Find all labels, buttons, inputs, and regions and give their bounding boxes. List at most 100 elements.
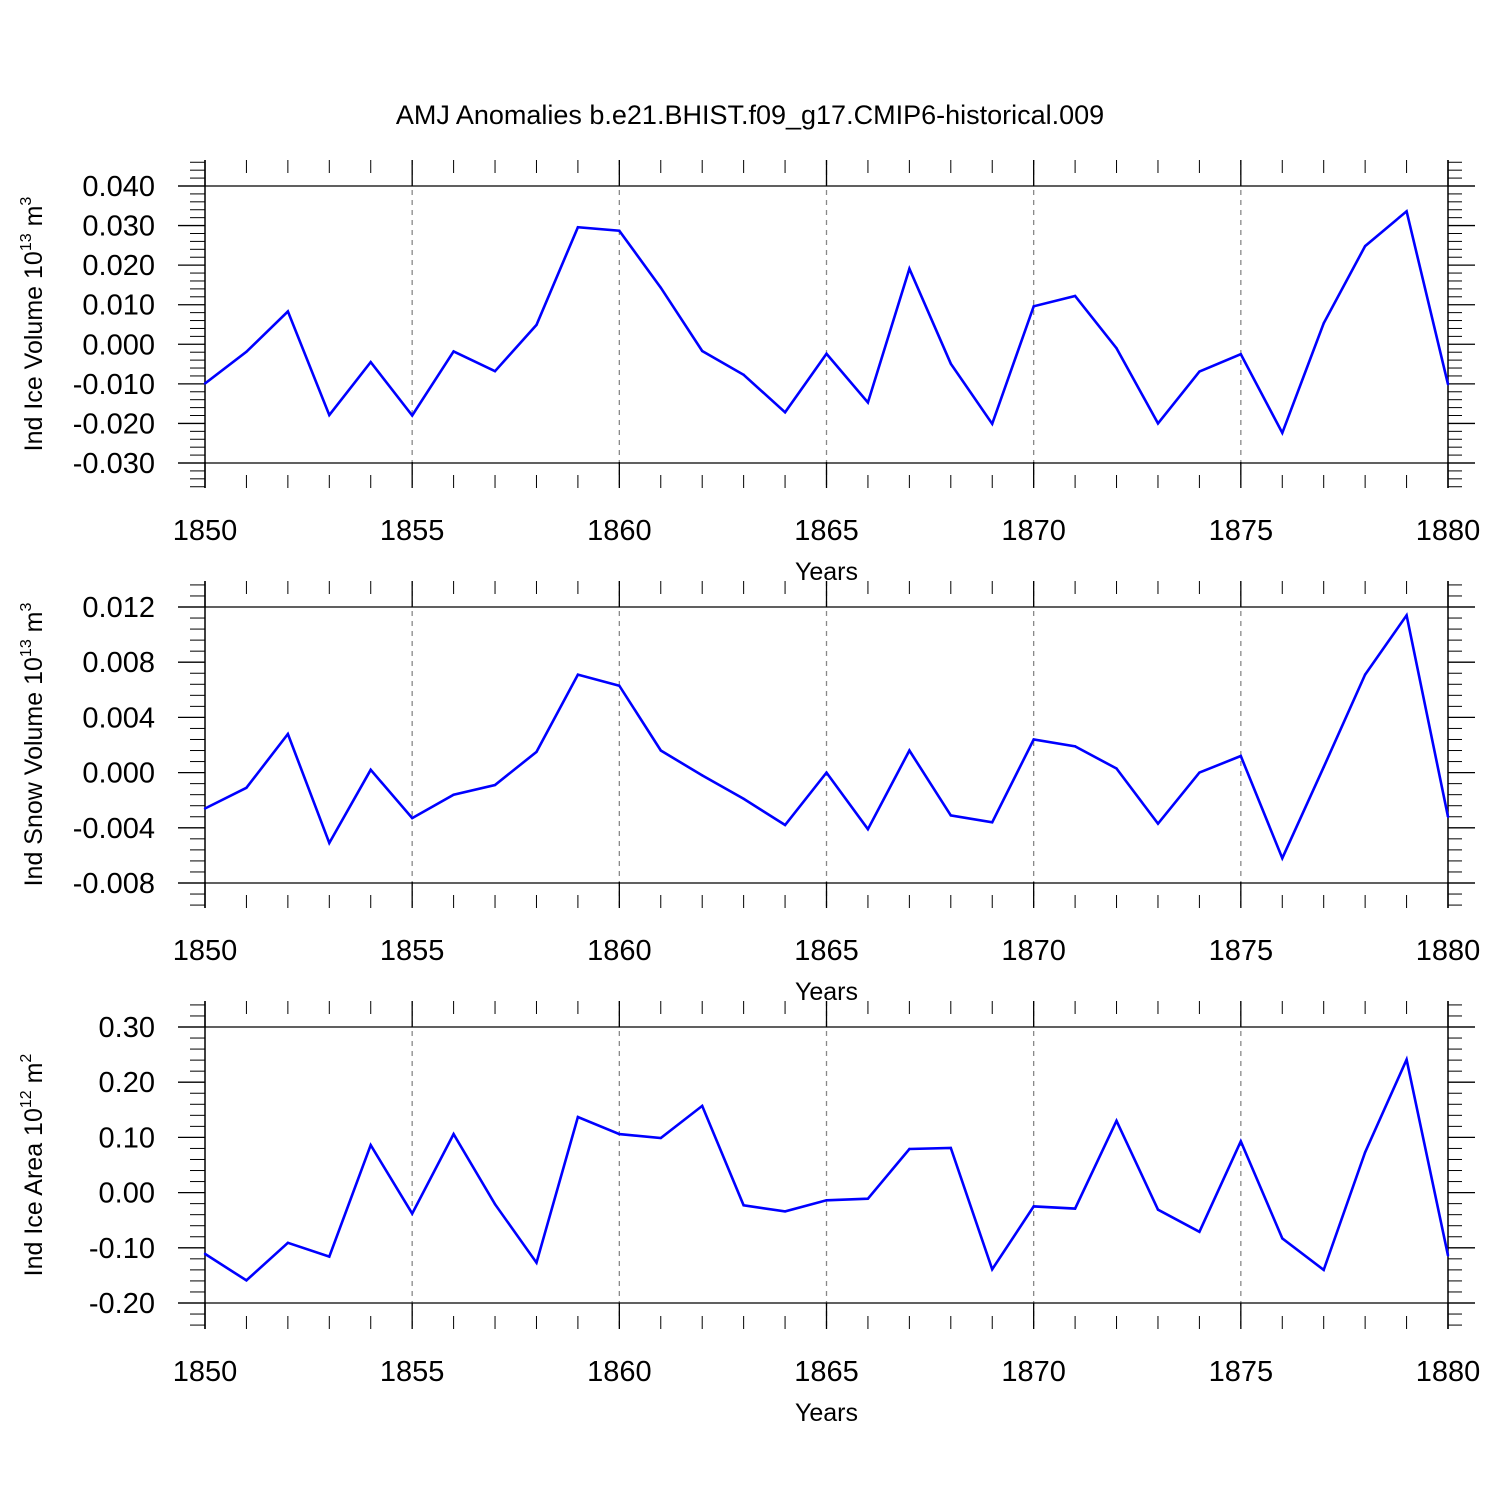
data-point (535, 750, 538, 754)
y-tick-label: 0.30 (99, 1012, 155, 1044)
data-point (825, 1199, 828, 1202)
data-point (1156, 422, 1160, 425)
data-point (452, 793, 455, 796)
data-point (1281, 431, 1284, 435)
data-point (908, 267, 911, 270)
x-tick-label: 1870 (1001, 515, 1066, 547)
x-tick-label: 1855 (380, 935, 445, 967)
data-point (908, 749, 911, 752)
data-point (783, 823, 787, 827)
data-point (493, 783, 497, 787)
data-point (1198, 1230, 1201, 1233)
x-tick-label: 1870 (1001, 1356, 1066, 1388)
data-point (1239, 352, 1243, 356)
data-point (742, 1204, 745, 1207)
figure-title: AMJ Anomalies b.e21.BHIST.f09_g17.CMIP6-… (396, 100, 1104, 130)
data-point (203, 807, 207, 810)
data-point (908, 1147, 911, 1151)
data-point (1405, 210, 1408, 213)
data-point (866, 401, 870, 404)
data-point (1322, 322, 1325, 325)
data-point (1115, 767, 1118, 770)
y-tick-label: 0.020 (82, 250, 155, 282)
data-point (701, 774, 704, 777)
y-tick-label: -0.020 (73, 408, 155, 440)
y-tick-label: -0.008 (73, 868, 155, 900)
data-point (1239, 754, 1243, 758)
data-point (410, 816, 414, 820)
data-point (1198, 370, 1201, 373)
data-point (701, 349, 704, 353)
data-point (1156, 1208, 1160, 1211)
data-point (1446, 1254, 1450, 1257)
data-point (949, 362, 952, 365)
x-tick-label: 1860 (587, 1356, 652, 1388)
y-tick-label: 0.10 (99, 1122, 155, 1154)
y-axis-label-unit: m (20, 612, 48, 640)
data-point (618, 684, 621, 687)
data-point (1363, 244, 1367, 248)
y-tick-label: 0.008 (82, 647, 155, 679)
y-axis-label: Ind Ice Volume 1013 m3 (18, 197, 48, 452)
data-point (576, 225, 580, 229)
y-axis-label-unit-exponent: 3 (18, 603, 35, 612)
data-point (452, 350, 455, 353)
data-point (1446, 383, 1450, 386)
data-point (493, 369, 497, 373)
data-point (1198, 771, 1201, 774)
data-point (1032, 1205, 1035, 1208)
y-axis-label-text: Ind Ice Volume 10 (20, 251, 48, 451)
y-tick-label: 0.010 (82, 290, 155, 322)
data-point (742, 797, 745, 801)
y-tick-label: 0.20 (99, 1067, 155, 1099)
data-point (1115, 1119, 1118, 1123)
y-axis-label-unit: m (20, 206, 48, 234)
data-point (825, 352, 828, 355)
y-tick-label: 0.040 (82, 171, 155, 203)
y-tick-label: 0.030 (82, 211, 155, 243)
data-point (991, 1268, 994, 1271)
data-point (1032, 738, 1035, 741)
data-point (659, 1136, 662, 1140)
data-point (866, 1197, 870, 1200)
data-point (949, 1146, 952, 1150)
data-point (369, 768, 372, 772)
data-point (410, 414, 414, 417)
data-point (1405, 614, 1408, 617)
data-point (1281, 1237, 1284, 1240)
y-tick-label: -0.004 (73, 813, 155, 845)
data-point (949, 814, 952, 817)
y-axis-label: Ind Ice Area 1012 m2 (18, 1054, 48, 1277)
data-point (410, 1212, 414, 1215)
x-axis-label: Years (795, 1399, 858, 1427)
x-tick-label: 1850 (173, 515, 238, 547)
data-point (328, 1255, 331, 1258)
x-tick-label: 1875 (1209, 1356, 1274, 1388)
y-tick-label: 0.000 (82, 329, 155, 361)
data-point (1115, 347, 1118, 350)
data-point (1156, 822, 1160, 825)
data-point (1446, 815, 1450, 818)
chart-panel-1: 0.040 0.030 0.020 0.010 0.000 -0.010 -0.020 -0.… (18, 160, 1480, 586)
x-tick-label: 1850 (173, 1356, 238, 1388)
data-point (535, 1261, 538, 1264)
y-axis-label-exponent: 13 (18, 233, 35, 251)
x-tick-label: 1875 (1209, 515, 1274, 547)
data-point (1239, 1140, 1243, 1143)
data-point (286, 732, 290, 736)
x-tick-label: 1880 (1416, 515, 1481, 547)
data-point (245, 786, 248, 789)
data-point (493, 1202, 497, 1206)
data-point (245, 1279, 248, 1282)
x-tick-label: 1860 (587, 515, 652, 547)
x-tick-label: 1850 (173, 935, 238, 967)
x-tick-label: 1870 (1001, 935, 1066, 967)
panels: 0.040 0.030 0.020 0.010 0.000 -0.010 -0.020 -0.… (18, 160, 1480, 1427)
data-point (452, 1132, 455, 1136)
data-point (1322, 1268, 1325, 1272)
y-tick-label: -0.030 (73, 448, 155, 480)
data-point (618, 1132, 621, 1136)
x-tick-label: 1865 (794, 1356, 859, 1388)
y-axis-label-unit: m (20, 1063, 48, 1091)
